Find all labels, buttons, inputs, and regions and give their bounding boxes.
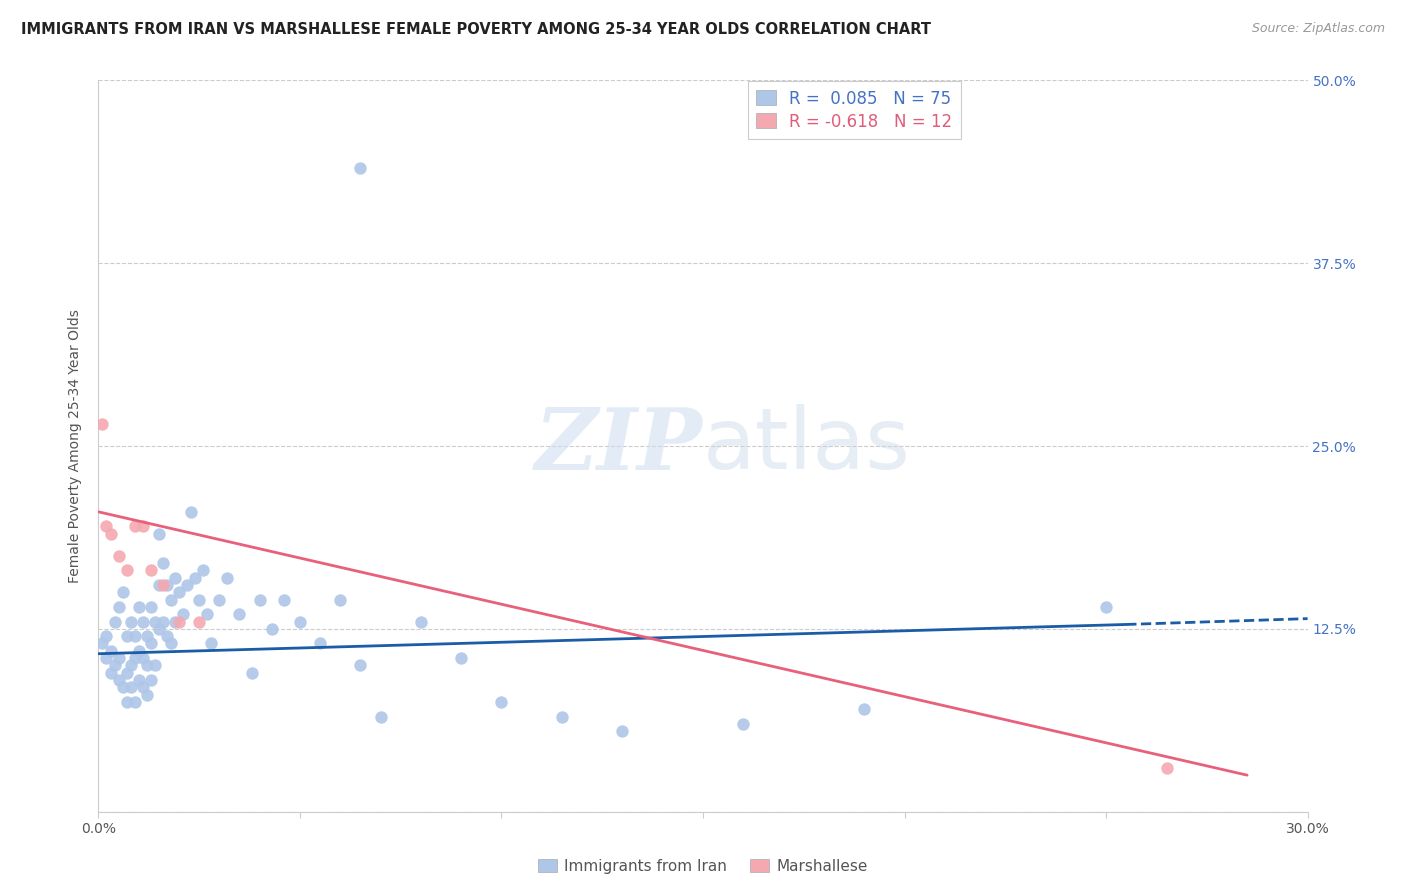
Point xyxy=(124,629,146,643)
Point xyxy=(260,622,283,636)
Point xyxy=(450,651,472,665)
Point xyxy=(139,636,162,650)
Point xyxy=(100,644,122,658)
Point xyxy=(491,695,513,709)
Point xyxy=(349,658,371,673)
Point xyxy=(96,629,118,643)
Point xyxy=(249,592,271,607)
Point xyxy=(139,563,162,577)
Point xyxy=(96,651,118,665)
Point xyxy=(124,695,146,709)
Point xyxy=(128,644,150,658)
Text: atlas: atlas xyxy=(703,404,911,488)
Point xyxy=(349,161,371,175)
Point xyxy=(107,599,129,614)
Point xyxy=(132,519,155,533)
Point xyxy=(115,665,138,680)
Point xyxy=(1095,599,1118,614)
Point xyxy=(163,571,186,585)
Point xyxy=(128,673,150,687)
Point xyxy=(120,681,142,695)
Point xyxy=(152,578,174,592)
Point xyxy=(200,636,222,650)
Point xyxy=(184,571,207,585)
Text: Source: ZipAtlas.com: Source: ZipAtlas.com xyxy=(1251,22,1385,36)
Point xyxy=(100,665,122,680)
Point xyxy=(156,629,179,643)
Legend: R =  0.085   N = 75, R = -0.618   N = 12: R = 0.085 N = 75, R = -0.618 N = 12 xyxy=(748,81,960,139)
Point xyxy=(193,563,215,577)
Point xyxy=(107,549,129,563)
Point xyxy=(152,556,174,570)
Point xyxy=(143,615,166,629)
Point xyxy=(91,636,114,650)
Point xyxy=(163,615,186,629)
Point xyxy=(160,636,183,650)
Point xyxy=(107,673,129,687)
Point xyxy=(148,578,170,592)
Point xyxy=(139,599,162,614)
Point xyxy=(100,526,122,541)
Point xyxy=(124,519,146,533)
Point xyxy=(172,607,194,622)
Point xyxy=(115,629,138,643)
Point xyxy=(132,651,155,665)
Point xyxy=(128,599,150,614)
Point xyxy=(176,578,198,592)
Point xyxy=(120,615,142,629)
Point xyxy=(329,592,352,607)
Point xyxy=(228,607,250,622)
Point xyxy=(167,615,190,629)
Point xyxy=(143,658,166,673)
Point xyxy=(1156,761,1178,775)
Point xyxy=(139,673,162,687)
Point xyxy=(115,695,138,709)
Point xyxy=(156,578,179,592)
Point xyxy=(132,681,155,695)
Point xyxy=(551,709,574,723)
Legend: Immigrants from Iran, Marshallese: Immigrants from Iran, Marshallese xyxy=(533,853,873,880)
Point xyxy=(733,717,755,731)
Point xyxy=(115,563,138,577)
Point xyxy=(152,615,174,629)
Point xyxy=(103,615,125,629)
Point xyxy=(217,571,239,585)
Point xyxy=(240,665,263,680)
Point xyxy=(160,592,183,607)
Point xyxy=(853,702,876,716)
Point xyxy=(188,592,211,607)
Point xyxy=(208,592,231,607)
Point xyxy=(148,622,170,636)
Point xyxy=(370,709,392,723)
Text: ZIP: ZIP xyxy=(536,404,703,488)
Point xyxy=(612,724,634,739)
Point xyxy=(124,651,146,665)
Point xyxy=(111,585,134,599)
Point xyxy=(409,615,432,629)
Point xyxy=(309,636,332,650)
Point xyxy=(180,505,202,519)
Point xyxy=(120,658,142,673)
Point xyxy=(96,519,118,533)
Point xyxy=(273,592,295,607)
Point xyxy=(195,607,218,622)
Point xyxy=(135,688,157,702)
Point xyxy=(132,615,155,629)
Text: IMMIGRANTS FROM IRAN VS MARSHALLESE FEMALE POVERTY AMONG 25-34 YEAR OLDS CORRELA: IMMIGRANTS FROM IRAN VS MARSHALLESE FEMA… xyxy=(21,22,931,37)
Point xyxy=(135,629,157,643)
Point xyxy=(148,526,170,541)
Point xyxy=(91,417,114,431)
Point xyxy=(167,585,190,599)
Y-axis label: Female Poverty Among 25-34 Year Olds: Female Poverty Among 25-34 Year Olds xyxy=(69,309,83,583)
Point xyxy=(111,681,134,695)
Point xyxy=(107,651,129,665)
Point xyxy=(188,615,211,629)
Point xyxy=(288,615,311,629)
Point xyxy=(103,658,125,673)
Point xyxy=(135,658,157,673)
